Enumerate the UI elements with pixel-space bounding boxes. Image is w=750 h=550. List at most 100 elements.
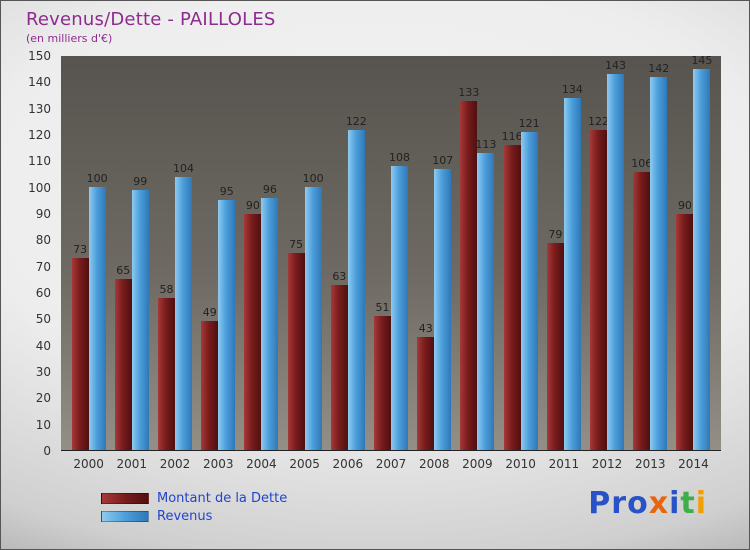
revenus-bar-2004 — [261, 197, 279, 450]
value-label: 108 — [389, 151, 411, 165]
y-axis-label-90: 90 — [35, 207, 51, 221]
x-axis-label-2004: 2004 — [246, 457, 277, 471]
value-label: 100 — [86, 172, 108, 186]
dette-bar-2010 — [503, 145, 521, 450]
dette-bar-2014 — [676, 213, 694, 450]
dette-bar-2007 — [374, 316, 392, 450]
value-label: 90 — [677, 198, 692, 212]
bar-col: 122 — [588, 56, 610, 450]
value-label: 65 — [116, 264, 131, 278]
value-label: 100 — [302, 172, 324, 186]
dette-bar-2012 — [590, 129, 608, 450]
value-label: 99 — [133, 174, 148, 188]
value-label: 104 — [173, 161, 194, 175]
bar-group-2004: 90 96 — [240, 56, 283, 450]
revenus-bar-2014 — [693, 69, 711, 450]
bar-group-2006: 63 122 — [326, 56, 369, 450]
revenus-bar-2000 — [88, 187, 106, 450]
bar-col: 65 — [114, 56, 132, 450]
revenus-bar-2002 — [175, 176, 192, 450]
value-label: 96 — [262, 182, 277, 196]
value-label: 143 — [605, 59, 627, 73]
revenus-bar-2011 — [563, 98, 581, 450]
bar-group-2003: 49 95 — [197, 56, 240, 450]
bar-col: 116 — [501, 56, 523, 450]
legend-item-revenus: Revenus — [101, 509, 287, 524]
dette-bar-2001 — [114, 279, 132, 450]
legend-label-revenus: Revenus — [157, 509, 213, 524]
value-label: 116 — [501, 130, 523, 144]
x-axis-label-2003: 2003 — [202, 457, 234, 471]
value-label: 134 — [561, 83, 583, 97]
bar-col: 95 — [218, 56, 236, 450]
logo-letter: P — [588, 486, 612, 521]
bar-col: 100 — [302, 56, 324, 450]
revenus-bar-2003 — [218, 200, 236, 450]
revenus-bar-2013 — [650, 77, 668, 450]
y-axis-label-40: 40 — [35, 338, 51, 353]
logo-letter: x — [648, 486, 670, 521]
y-axis-label-150: 150 — [28, 49, 51, 63]
bar-col: 63 — [330, 56, 348, 450]
y-axis-label-30: 30 — [35, 365, 51, 379]
bar-col: 43 — [417, 56, 435, 450]
legend-swatch-revenus — [101, 511, 149, 522]
y-axis-label-110: 110 — [28, 154, 51, 169]
dette-bar-2008 — [417, 337, 435, 450]
bar-group-2010: 116 121 — [499, 56, 542, 450]
bar-group-2009: 133 113 — [456, 56, 499, 450]
chart-title: Revenus/Dette - PAILLOLES — [26, 9, 276, 30]
legend-swatch-dette — [101, 493, 149, 504]
bar-col: 58 — [158, 56, 175, 450]
proxiti-logo[interactable]: Proxiti — [588, 486, 707, 521]
bar-col: 106 — [631, 56, 652, 450]
dette-bar-2003 — [201, 321, 219, 450]
value-label: 58 — [159, 282, 174, 296]
x-axis-label-2009: 2009 — [462, 457, 493, 471]
value-label: 63 — [332, 269, 347, 283]
logo-letter: r — [611, 486, 628, 521]
bar-col: 99 — [131, 56, 149, 450]
y-axis-label-50: 50 — [35, 312, 51, 327]
bar-col: 90 — [244, 56, 262, 450]
value-label: 145 — [691, 54, 713, 68]
value-label: 73 — [73, 243, 88, 257]
revenus-bar-2005 — [304, 187, 322, 450]
bar-col: 143 — [605, 56, 627, 450]
x-axis-label-2000: 2000 — [73, 457, 104, 471]
legend: Montant de la Dette Revenus — [101, 491, 287, 527]
revenus-bar-2006 — [347, 129, 365, 450]
value-label: 133 — [458, 85, 480, 99]
y-axis: 0 10 20 30 40 50 60 70 80 90 100 110 120 130 140 150 — [1, 49, 59, 458]
x-axis-label-2001: 2001 — [116, 457, 148, 471]
value-label: 113 — [475, 138, 497, 152]
x-axis-label-2007: 2007 — [375, 457, 407, 471]
bar-group-2014: 90 145 — [672, 54, 715, 450]
y-axis-label-120: 120 — [28, 128, 51, 142]
logo-letter: o — [627, 486, 649, 521]
value-label: 142 — [648, 62, 670, 76]
bar-group-2005: 75 100 — [283, 56, 326, 450]
dette-bar-2000 — [71, 258, 89, 450]
bar-group-2008: 43 107 — [413, 56, 456, 450]
y-axis-label-20: 20 — [35, 391, 51, 406]
dette-bar-2011 — [546, 242, 564, 450]
y-axis-label-70: 70 — [35, 259, 51, 274]
bar-col: 75 — [287, 56, 305, 450]
value-label: 43 — [418, 322, 433, 336]
bar-col: 133 — [458, 56, 480, 450]
x-axis-label-2014: 2014 — [678, 457, 709, 471]
y-axis-label-130: 130 — [28, 101, 51, 116]
y-axis-label-80: 80 — [35, 233, 51, 248]
value-label: 122 — [588, 114, 610, 128]
dette-bar-2005 — [287, 253, 305, 450]
value-label: 90 — [245, 198, 260, 212]
bar-group-2012: 122 143 — [585, 56, 628, 450]
x-axis-label-2002: 2002 — [159, 457, 191, 471]
plot-area: 73 100 65 99 58 104 49 95 90 96 75 100 63 122 51 108 43 1… — [61, 54, 721, 451]
x-axis-label-2008: 2008 — [418, 457, 450, 471]
bar-col: 79 — [546, 56, 564, 450]
y-axis-label-140: 140 — [28, 75, 51, 90]
bar-group-2011: 79 134 — [542, 56, 585, 450]
